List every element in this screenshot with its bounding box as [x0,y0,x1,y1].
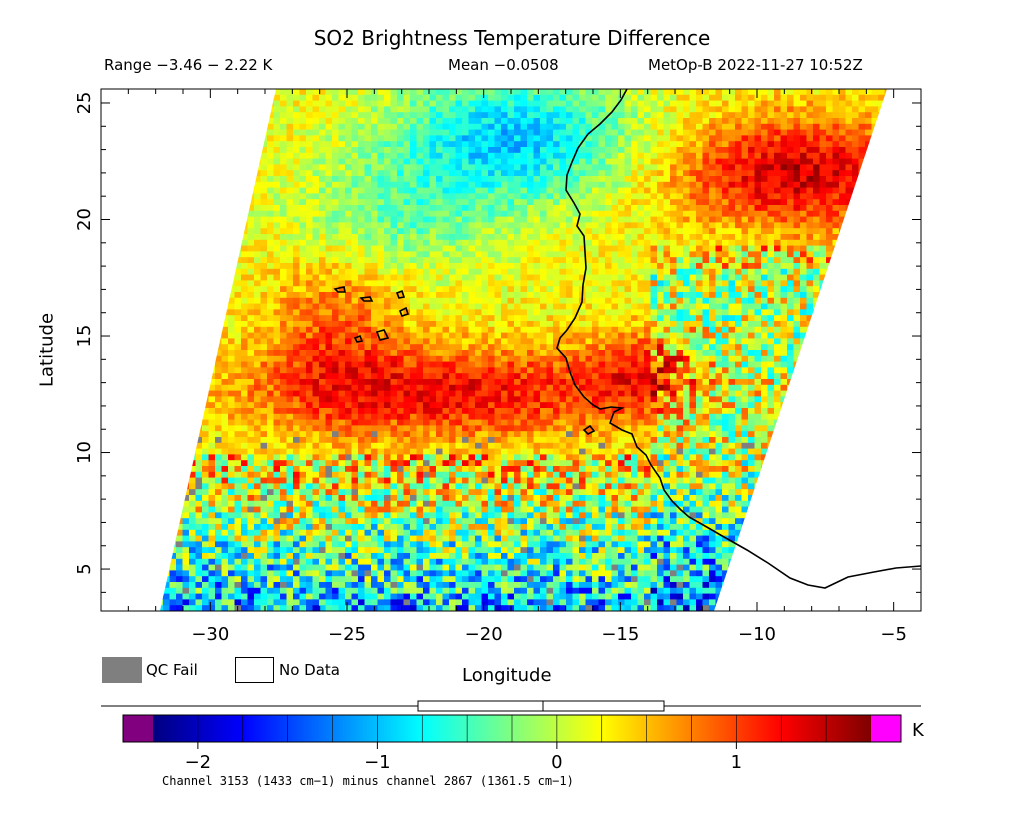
y-tick-label: 5 [74,563,95,574]
y-tick-label: 15 [74,325,95,348]
x-axis-ticks: −30 −25 −20 −15 −10 −5 [191,89,907,645]
no-data-label: No Data [279,661,340,679]
map-title: SO2 Brightness Temperature Difference [313,26,711,50]
axis-minor-ticks [100,89,922,611]
qc-fail-swatch [102,657,142,683]
x-tick-label: −10 [738,624,776,645]
so2-swath-image [160,89,887,611]
colorbar-segment-lines [197,715,827,742]
colorbar-tick-label: −2 [185,752,212,773]
mean-text: Mean −0.0508 [448,56,559,74]
coastline [333,89,921,589]
x-tick-label: −30 [191,624,229,645]
x-tick-label: −5 [880,624,907,645]
x-tick-label: −15 [601,624,639,645]
colorbar-tick-label: 1 [731,752,742,773]
channel-caption: Channel 3153 (1433 cm−1) minus channel 2… [162,774,574,788]
y-axis-label: Latitude [36,312,58,388]
colorbar-tick-label: 0 [551,752,562,773]
x-tick-label: −20 [465,624,503,645]
no-data-swatch [235,657,274,683]
y-axis-ticks: 5 10 15 20 25 [74,92,921,575]
colorbar-low-overflow [123,715,153,742]
y-tick-label: 20 [74,208,95,231]
box-whisker-box [417,700,665,712]
satellite-timestamp: MetOp-B 2022-11-27 10:52Z [648,56,863,74]
y-tick-label: 25 [74,92,95,115]
colorbar-tick-label: −1 [364,752,391,773]
colorbar-frame [122,714,902,743]
x-tick-label: −25 [328,624,366,645]
y-tick-label: 10 [74,441,95,464]
x-axis-label: Longitude [462,665,552,686]
qc-fail-label: QC Fail [146,661,198,679]
colorbar-high-overflow [871,715,901,742]
range-text: Range −3.46 − 2.22 K [104,56,273,74]
colorbar-ticks: −2 −1 0 1 [185,742,742,773]
colorbar-unit: K [912,720,924,741]
